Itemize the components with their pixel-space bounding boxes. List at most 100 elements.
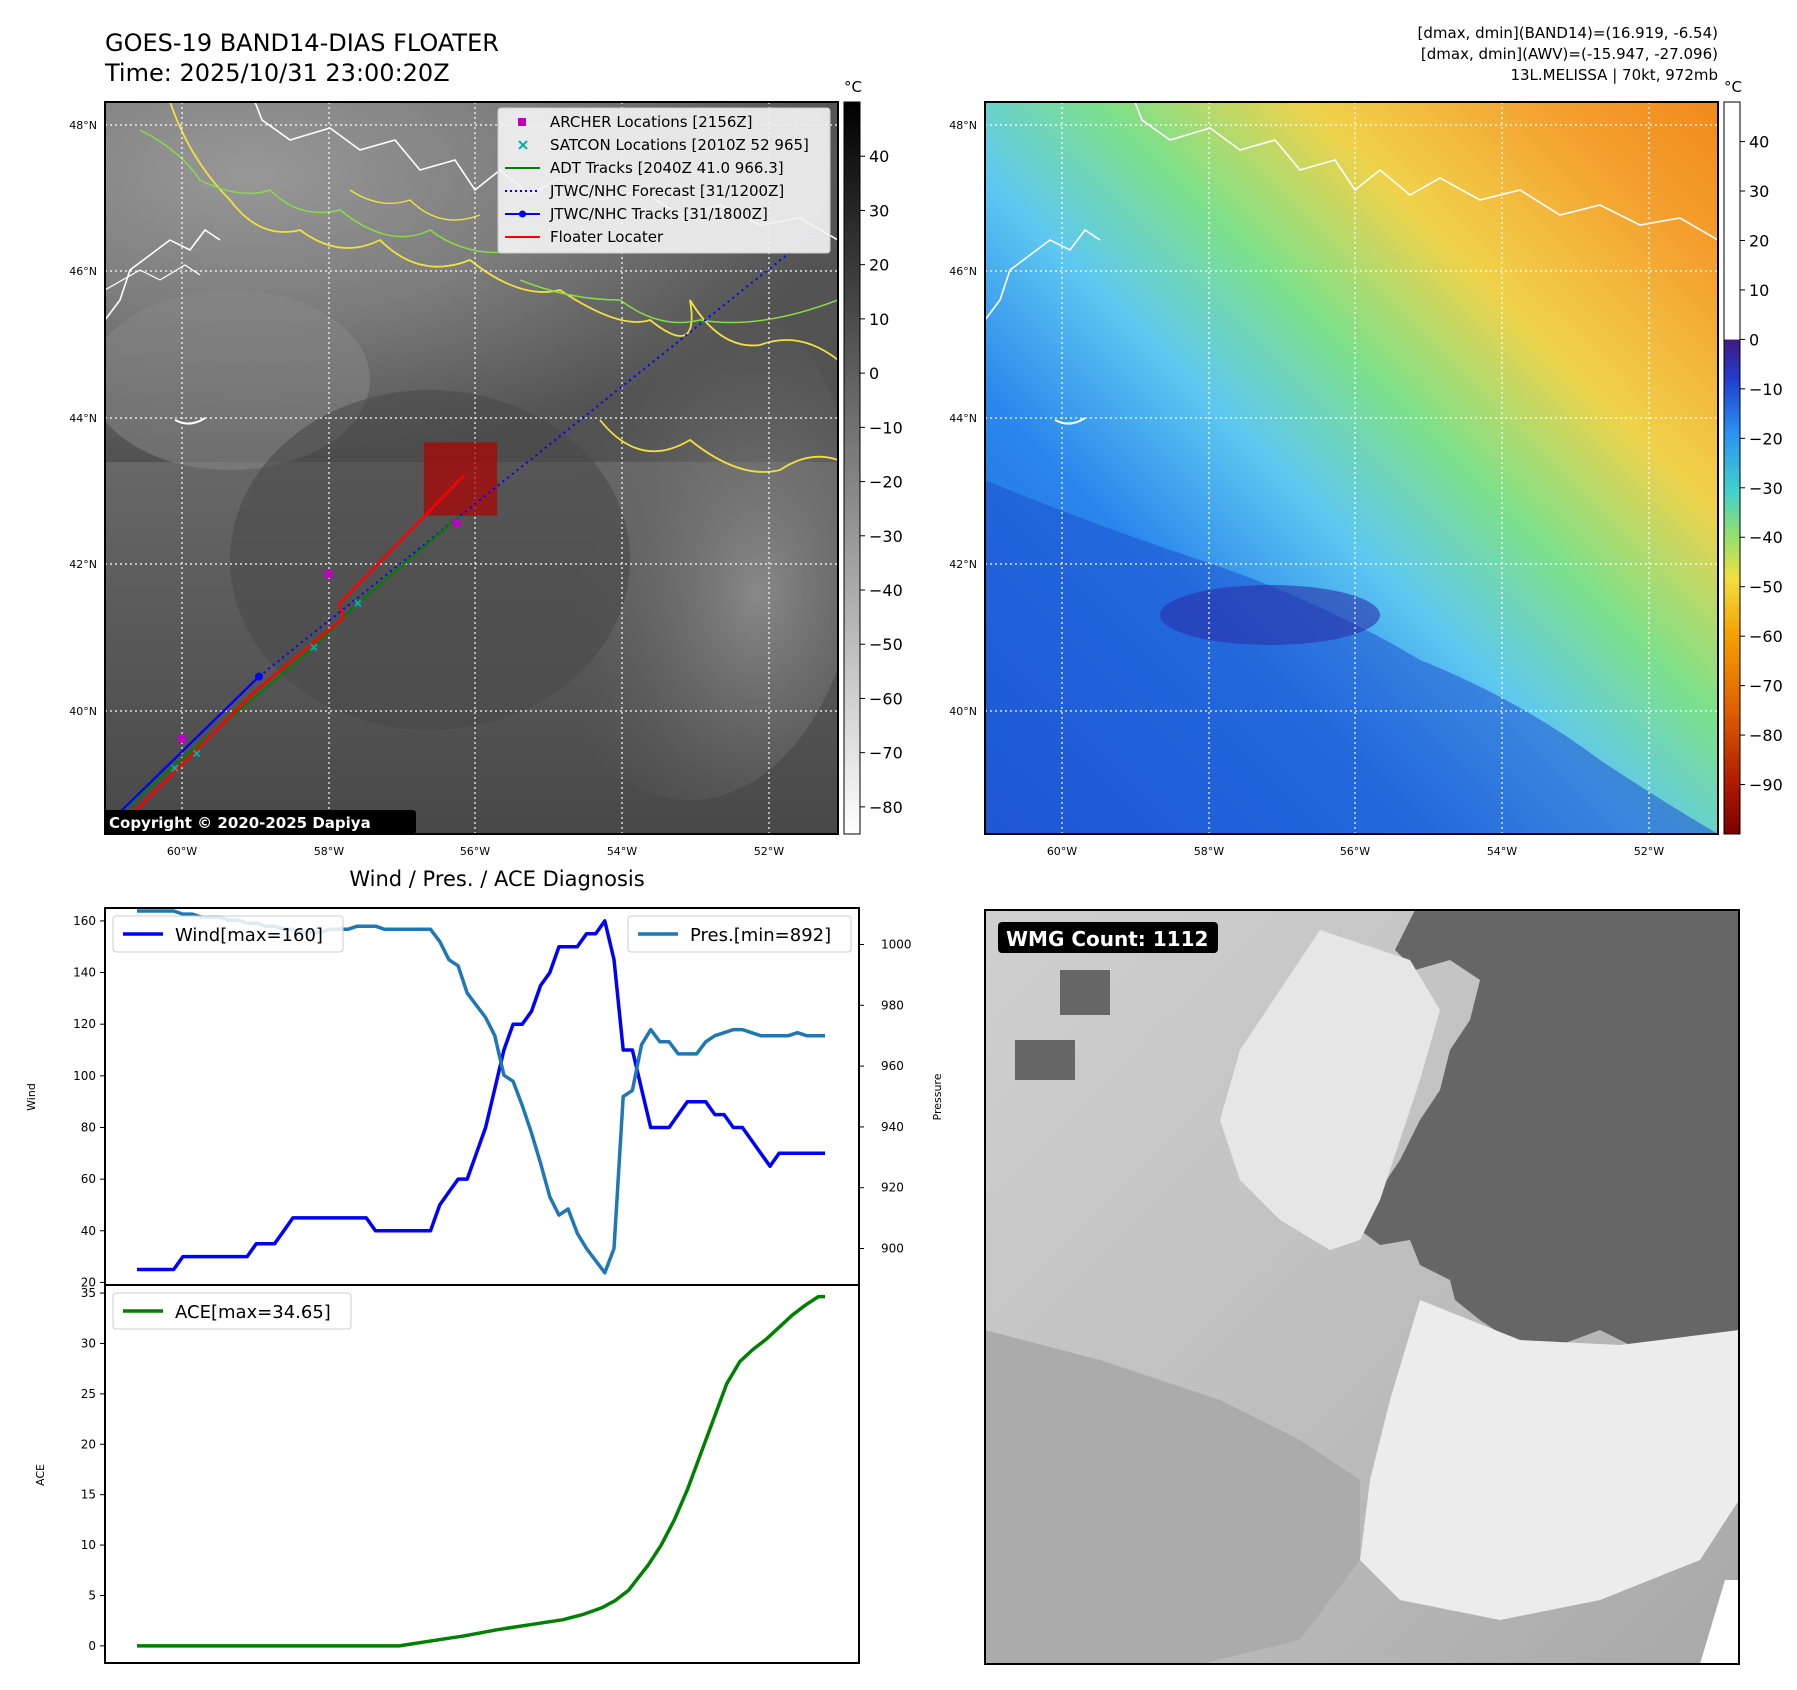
ace-tick-label: 0 <box>88 1639 96 1653</box>
wmg-count-label: WMG Count: 1112 <box>1006 927 1208 951</box>
awv-lat-tick: 44°N <box>949 412 977 425</box>
wind-tick-label: 80 <box>81 1120 96 1134</box>
colorbar-tick-label: 20 <box>869 256 889 275</box>
colorbar-tick-label: −10 <box>1749 380 1783 399</box>
ace-axes <box>104 1284 860 1664</box>
satcon-point <box>354 599 362 608</box>
archer-point <box>452 518 461 527</box>
ir-lat-tick: 46°N <box>69 265 97 278</box>
wmg-dark-region <box>1360 910 1739 1350</box>
wmg-bright-band <box>1220 930 1440 1250</box>
pres-tick-label: 900 <box>881 1242 904 1256</box>
colorbar-tick-label: −10 <box>869 418 903 437</box>
ir-lat-tick: 44°N <box>69 412 97 425</box>
ir-cloud-patch <box>105 290 370 470</box>
colorbar-tick-label: −80 <box>1749 726 1783 745</box>
awv-gridlines <box>985 102 1718 834</box>
copyright-text: Copyright © 2020-2025 Dapiya <box>109 814 371 832</box>
colorbar-tick-label: −70 <box>869 744 903 763</box>
colorbar-tick-label: 30 <box>1749 182 1769 201</box>
legend-label: JTWC/NHC Forecast [31/1200Z] <box>549 182 784 200</box>
colorbar-tick-label: −40 <box>1749 528 1783 547</box>
legend-marker-archer <box>518 118 526 126</box>
colorbar-tick-label: −80 <box>869 798 903 817</box>
ace-tick-label: 25 <box>81 1387 96 1401</box>
copyright-badge <box>104 810 416 834</box>
ir-lon-tick: 52°W <box>754 845 784 858</box>
jtwc-track-point <box>254 672 263 681</box>
satcon-point <box>310 643 318 651</box>
ir-legend: ARCHER Locations [2156Z] SATCON Locations… <box>497 107 831 254</box>
wmg-bright-band <box>1360 1300 1739 1620</box>
ir-coastline <box>105 228 221 321</box>
ir-coastline <box>174 417 206 425</box>
colorbar-tick-label: −70 <box>1749 677 1783 696</box>
ir-contour-yellow <box>599 419 838 473</box>
colorbar-tick-label: −20 <box>869 473 903 492</box>
colorbar-tick-label: −20 <box>1749 429 1783 448</box>
ir-contour-yellow <box>169 102 838 361</box>
ace-tick-label: 30 <box>81 1336 96 1350</box>
satcon-point <box>192 749 201 758</box>
pres-tick-label: 960 <box>881 1059 904 1073</box>
ir-lat-tick: 48°N <box>69 119 97 132</box>
wind-legend-label: Wind[max=160] <box>175 925 323 946</box>
legend-marker-satcon <box>518 140 528 150</box>
ir-lat-ticks: 48°N 46°N 44°N 42°N 40°N <box>69 119 97 718</box>
awv-lat-tick: 48°N <box>949 119 977 132</box>
legend-label: ARCHER Locations [2156Z] <box>550 113 753 131</box>
wind-tick-label: 160 <box>73 914 96 928</box>
archer-point <box>177 734 186 743</box>
pres-tick-label: 940 <box>881 1120 904 1134</box>
wmg-count-badge <box>998 922 1218 953</box>
ace-tick-label: 5 <box>88 1588 96 1602</box>
awv-coastline <box>1134 102 1718 241</box>
ace-legend-label: ACE[max=34.65] <box>175 1302 331 1323</box>
wind-tick-label: 20 <box>81 1275 96 1289</box>
colorbar-tick-label: 10 <box>1749 281 1769 300</box>
ir-lon-tick: 58°W <box>314 845 344 858</box>
info-awv: [dmax, dmin](AWV)=(-15.947, -27.096) <box>1421 45 1718 63</box>
archer-point <box>324 570 333 579</box>
satcon-point <box>170 764 179 772</box>
wmg-dark-patch <box>1430 1110 1510 1180</box>
awv-map-frame <box>984 101 1719 835</box>
ir-map-panel: 48°N 46°N 44°N 42°N 40°N 60°W 58°W 56°W … <box>69 78 903 858</box>
awv-lat-tick: 40°N <box>949 705 977 718</box>
wind-tick-label: 40 <box>81 1224 96 1238</box>
wind-tick-label: 60 <box>81 1172 96 1186</box>
ace-series-line <box>137 1294 825 1648</box>
ace-tick-label: 15 <box>81 1488 96 1502</box>
colorbar-tick-label: −50 <box>1749 578 1783 597</box>
awv-dark-blue-core <box>1160 585 1380 645</box>
colorbar-tick-label: −30 <box>869 527 903 546</box>
ir-colorbar: °C 40 30 20 10 0 −10 −20 −30 −40 −50 −60 −70 −80 <box>843 78 903 835</box>
figure-title: GOES-19 BAND14-DIAS FLOATER <box>105 29 499 57</box>
pres-legend-label: Pres.[min=892] <box>690 925 831 946</box>
awv-lon-tick: 52°W <box>1634 845 1664 858</box>
wmg-dark-patch <box>1015 1040 1075 1080</box>
wmg-white-corner <box>1700 1580 1739 1664</box>
colorbar-tick-label: −60 <box>869 689 903 708</box>
ace-tick-label: 35 <box>81 1286 96 1300</box>
awv-lon-tick: 58°W <box>1194 845 1224 858</box>
pres-tick-label: 1000 <box>881 937 912 951</box>
awv-coastline <box>985 228 1101 321</box>
ir-coastline <box>105 264 201 291</box>
wmg-dark-patch <box>1060 970 1110 1015</box>
ir-lat-tick: 40°N <box>69 705 97 718</box>
legend-label: Floater Locater <box>550 228 664 246</box>
colorbar-tick-label: −90 <box>1749 776 1783 795</box>
awv-lon-tick: 56°W <box>1340 845 1370 858</box>
awv-lat-tick: 46°N <box>949 265 977 278</box>
ir-colorbar-unit: °C <box>844 78 862 96</box>
colorbar-tick-label: −50 <box>869 635 903 654</box>
pres-legend-box <box>627 915 852 953</box>
floater-locater-line <box>122 474 466 824</box>
info-band14: [dmax, dmin](BAND14)=(16.919, -6.54) <box>1418 24 1718 42</box>
colorbar-tick-label: 10 <box>869 310 889 329</box>
ace-tick-label: 20 <box>81 1437 96 1451</box>
colorbar-tick-label: 0 <box>869 364 879 383</box>
ir-colorbar-strip <box>843 101 861 835</box>
awv-colorbar: °C 40 30 20 10 0 −10 −20 −30 −40 −50 −60 −70 −80 −90 <box>1723 78 1783 835</box>
